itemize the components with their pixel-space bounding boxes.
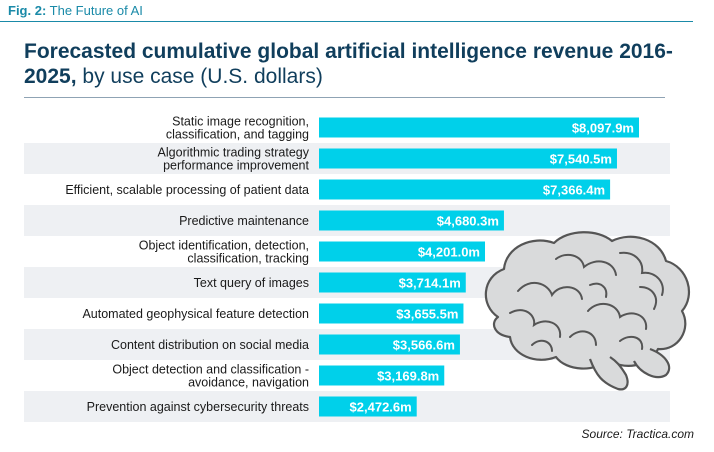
category-label: Text query of images [194,276,309,290]
category-label: classification, tracking [187,252,309,266]
chart-title: Forecasted cumulative global artificial … [24,39,694,89]
bar-row: $3,169.8m Object detection and classifica… [112,363,445,390]
bar [319,272,466,293]
bar [319,117,639,138]
bar-value-label: $2,472.6m [350,400,412,415]
category-label: Object detection and classification - [112,363,309,377]
bar [319,241,486,262]
bar-value-label: $3,714.1m [399,276,461,291]
bar [319,303,464,324]
title-divider [24,97,665,98]
category-label: Algorithmic trading strategy [158,146,310,160]
bar-value-label: $7,540.5m [550,152,612,167]
bar [319,365,445,386]
bar-row: $3,655.5m Automated geophysical feature d… [82,303,464,324]
bar-value-label: $7,366.4m [543,183,605,198]
category-label: Predictive maintenance [179,214,309,228]
category-label: performance improvement [163,159,309,173]
bar-row: $4,201.0m Object identification, detectio… [139,239,486,266]
category-label: Automated geophysical feature detection [82,307,309,321]
bar-value-label: $4,680.3m [437,214,499,229]
bar [319,148,617,169]
bar-row: $7,366.4m Efficient, scalable processing … [65,179,611,200]
category-label: Object identification, detection, [139,239,309,253]
bar [319,179,611,200]
bar [319,210,504,231]
category-label: Static image recognition, [172,115,309,129]
chart-title-bold: Forecasted cumulative global artificial … [24,40,673,88]
bar-value-label: $3,169.8m [377,369,439,384]
bar-value-label: $8,097.9m [572,121,634,136]
bar-row: $4,680.3m Predictive maintenance [24,205,670,236]
bar-row: $7,540.5m Algorithmic trading strategyper… [24,143,670,174]
bar-value-label: $4,201.0m [418,245,480,260]
category-label: classification, and tagging [166,128,309,142]
figure-caption: The Future of AI [49,3,143,18]
bar-value-label: $3,566.6m [393,338,455,353]
bar-row: $8,097.9m Static image recognition,classi… [166,115,639,142]
source-note: Source: Tractica.com [581,427,694,441]
bar [319,334,460,355]
figure-number: Fig. 2: [8,3,47,18]
category-label: Content distribution on social media [111,338,309,352]
bar [319,396,417,417]
chart-title-light: by use case (U.S. dollars) [82,65,323,88]
bar-row: $2,472.6m Prevention against cybersecurit… [24,391,670,422]
figure-label: Fig. 2: The Future of AI [8,3,143,18]
header-divider [0,21,693,22]
brain-icon [484,231,691,391]
category-label: Prevention against cybersecurity threats [87,400,309,414]
category-label: Efficient, scalable processing of patien… [65,183,309,197]
bar-value-label: $3,655.5m [396,307,458,322]
category-label: avoidance, navigation [188,376,309,390]
